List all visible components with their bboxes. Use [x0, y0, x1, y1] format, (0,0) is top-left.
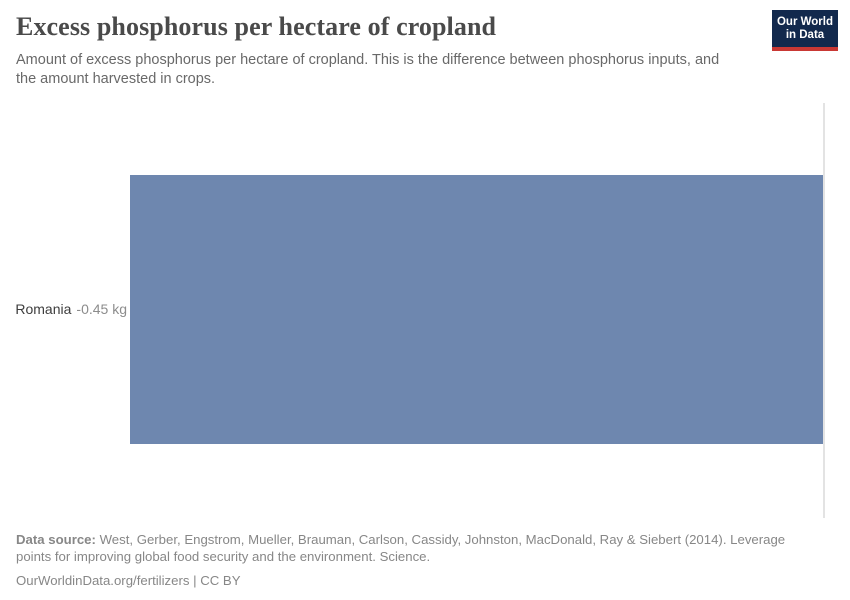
value-label: -0.45 kg — [76, 301, 127, 317]
owid-logo: Our World in Data — [772, 10, 838, 51]
owid-logo-line1: Our World — [776, 16, 833, 28]
page-title: Excess phosphorus per hectare of croplan… — [16, 12, 497, 41]
chart-subtitle: Amount of excess phosphorus per hectare … — [16, 52, 720, 87]
chart-footer: Data source: West, Gerber, Engstrom, Mue… — [16, 531, 804, 589]
entity-label: Romania — [15, 301, 72, 317]
data-source-label: Data source: — [16, 532, 96, 547]
data-source-line: Data source: West, Gerber, Engstrom, Mue… — [16, 531, 804, 565]
attribution-link[interactable]: OurWorldinData.org/fertilizers | CC BY — [16, 573, 241, 588]
zero-axis-line — [823, 103, 825, 518]
bar-romania[interactable] — [130, 175, 823, 444]
owid-logo-line2: in Data — [785, 29, 825, 41]
bar-row-label: Romania -0.45 kg — [0, 301, 127, 318]
data-source-text: West, Gerber, Engstrom, Mueller, Brauman… — [16, 532, 786, 564]
